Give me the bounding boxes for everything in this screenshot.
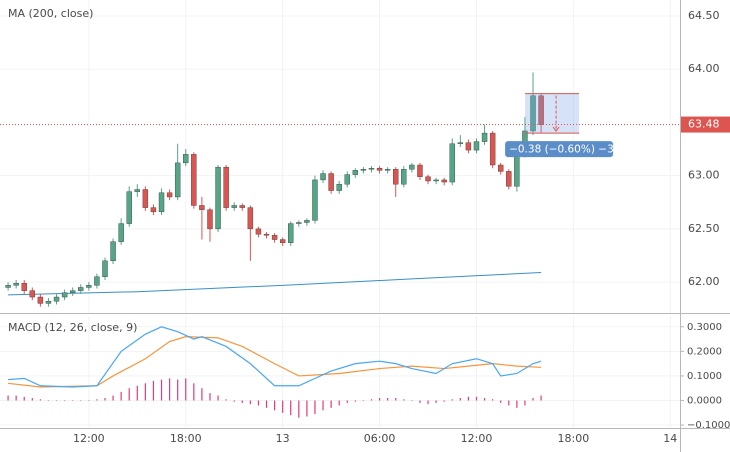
candle-body [441, 179, 447, 183]
candle-body [5, 285, 11, 288]
candle-body [320, 173, 326, 181]
candle-body [481, 132, 488, 142]
measure-arrow-head [552, 126, 560, 132]
candle-body [360, 169, 367, 171]
x-tick-label: 12:00 [73, 432, 105, 445]
indicator-legend: MA (200, close) [8, 7, 93, 20]
candle-body [223, 166, 229, 208]
candle-body [61, 292, 68, 298]
candle-body [134, 189, 140, 192]
candle-body [126, 191, 132, 224]
y-tick-label: 64.50 [688, 9, 720, 22]
candle-body [312, 179, 318, 221]
candle-body [158, 192, 165, 213]
candle-body [247, 207, 254, 230]
candle-body [498, 164, 504, 172]
candle-body [207, 209, 213, 230]
candle-body [239, 205, 245, 208]
y-tick-label: 0.3000 [687, 322, 722, 333]
candle-body [288, 223, 294, 243]
candle-body [425, 176, 431, 182]
candle-body [279, 239, 286, 243]
candle-body [304, 220, 310, 223]
candle-body [384, 169, 391, 171]
y-tick-label: 62.00 [688, 275, 720, 288]
candle-body [29, 290, 36, 298]
x-tick-label: 12:00 [461, 432, 493, 445]
candle-body [328, 173, 334, 191]
candle-body [191, 154, 197, 206]
candle-body [465, 142, 472, 151]
candle-body [21, 282, 27, 291]
y-tick-label: 63.00 [688, 169, 720, 182]
candle-body [69, 290, 76, 293]
candle-body [352, 170, 359, 175]
candle-body [344, 174, 350, 185]
last-price-tag [681, 116, 730, 133]
candle-body [538, 95, 544, 125]
measure-label-bg [505, 141, 614, 158]
x-tick-label: 18:00 [170, 432, 202, 445]
candle-body [489, 132, 496, 166]
y-tick-label: 0.2000 [687, 346, 722, 357]
x-tick-label: 13 [276, 432, 290, 445]
macd-legend: MACD (12, 26, close, 9) [8, 321, 137, 334]
candle-body [118, 223, 124, 242]
last-price-label: 63.48 [688, 118, 720, 131]
candle-body [506, 171, 512, 187]
macd-line [8, 336, 542, 388]
measure-label: −0.38 (−0.60%) −38 [509, 144, 620, 156]
candle-body [473, 141, 480, 151]
x-tick-label: 06:00 [364, 432, 396, 445]
candle-body [255, 228, 262, 235]
candle-body [78, 287, 84, 291]
candle-body [110, 241, 116, 262]
y-tick-label: 64.00 [688, 62, 720, 75]
candle-body [94, 276, 100, 286]
candle-body [150, 207, 157, 213]
candle-body [183, 154, 189, 164]
y-tick-label: −0.1000 [687, 420, 730, 431]
candle-body [263, 234, 270, 236]
candle-body [231, 205, 237, 208]
candle-body [102, 260, 108, 278]
candle-body [409, 164, 415, 170]
y-tick-label: 62.50 [688, 222, 720, 235]
candle-body [376, 168, 383, 171]
candle-body [166, 192, 173, 198]
candle-body [37, 296, 44, 304]
candle-body [215, 166, 221, 230]
candle-body [393, 169, 399, 185]
candle-body [45, 301, 52, 304]
candle-body [401, 169, 407, 185]
candle-body [457, 142, 464, 144]
candle-body [514, 154, 520, 187]
candle-body [271, 235, 278, 240]
macd-line [8, 326, 542, 388]
moving-average-line [8, 272, 542, 296]
candle-body [336, 183, 342, 191]
candle-body [13, 282, 19, 286]
candle-body [530, 95, 536, 132]
x-tick-label: 18:00 [558, 432, 590, 445]
candle-body [199, 205, 205, 210]
measure-box [525, 93, 580, 134]
candle-body [296, 222, 302, 224]
candle-body [86, 285, 92, 288]
candle-body [142, 189, 149, 208]
x-tick-label: 14 [663, 432, 677, 445]
candle-body [449, 143, 455, 183]
candle-body [53, 296, 60, 302]
candle-body [433, 179, 439, 182]
y-tick-label: 0.1000 [687, 371, 722, 382]
candle-body [368, 168, 375, 170]
candle-body [174, 162, 181, 198]
y-tick-label: 0.0000 [687, 395, 722, 406]
candle-body [417, 164, 423, 177]
